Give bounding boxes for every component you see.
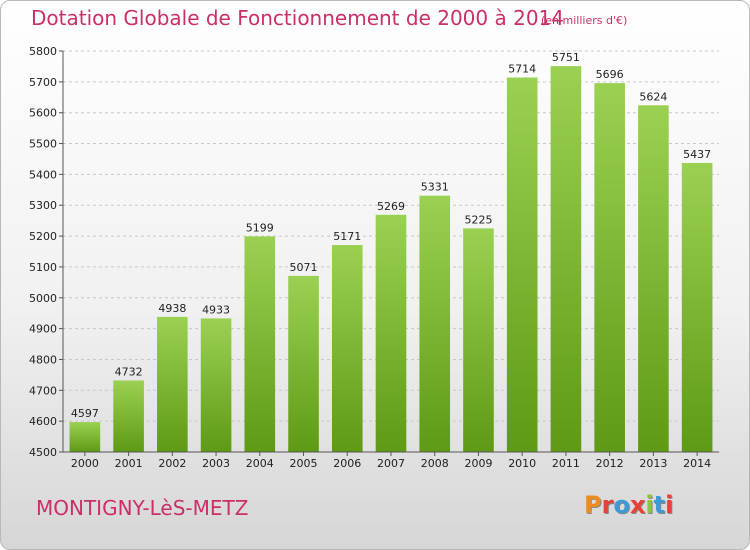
proxiti-logo[interactable]: Proxiti <box>584 491 673 519</box>
bar <box>200 318 232 452</box>
y-tick-label: 5300 <box>29 199 57 212</box>
x-tick-label: 2011 <box>552 457 580 470</box>
y-tick-label: 4900 <box>29 323 57 336</box>
bar <box>331 245 363 452</box>
bar <box>69 422 101 452</box>
x-tick-label: 2001 <box>115 457 143 470</box>
bar-value-label: 5696 <box>596 68 624 81</box>
x-tick-label: 2005 <box>290 457 318 470</box>
y-tick-label: 5100 <box>29 261 57 274</box>
bar-value-label: 5199 <box>246 221 274 234</box>
bar <box>244 236 276 452</box>
x-tick-label: 2014 <box>683 457 711 470</box>
logo-letter: i <box>645 491 654 519</box>
x-tick-label: 2007 <box>377 457 405 470</box>
x-tick-label: 2009 <box>464 457 492 470</box>
y-tick-label: 4500 <box>29 446 57 459</box>
y-tick-label: 4800 <box>29 353 57 366</box>
bar-value-label: 4938 <box>158 302 186 315</box>
logo-letter: P <box>584 491 602 519</box>
bar-value-label: 5071 <box>290 261 318 274</box>
bar <box>157 316 188 452</box>
x-tick-label: 2003 <box>202 457 230 470</box>
y-tick-label: 4600 <box>29 415 57 428</box>
logo-letter: t <box>653 491 666 519</box>
x-tick-label: 2004 <box>246 457 274 470</box>
bar-value-label: 4597 <box>71 407 99 420</box>
bar <box>375 214 407 452</box>
y-tick-label: 5400 <box>29 168 57 181</box>
commune-name: MONTIGNY-LèS-METZ <box>36 496 249 520</box>
bar <box>288 275 319 452</box>
y-tick-label: 5200 <box>29 230 57 243</box>
bar <box>506 77 538 452</box>
y-tick-label: 5800 <box>29 45 57 58</box>
bar <box>638 105 669 452</box>
bar-value-label: 5225 <box>464 213 492 226</box>
x-tick-label: 2010 <box>508 457 536 470</box>
bar-value-label: 5269 <box>377 200 405 213</box>
x-tick-label: 2013 <box>639 457 667 470</box>
bar <box>550 66 582 452</box>
y-tick-label: 4700 <box>29 384 57 397</box>
logo-letter: i <box>665 491 674 519</box>
y-tick-label: 5700 <box>29 76 57 89</box>
bar <box>681 162 713 452</box>
logo-letter: o <box>613 491 630 519</box>
logo-letter: x <box>629 491 646 519</box>
x-tick-label: 2000 <box>71 457 99 470</box>
bar-value-label: 4732 <box>115 365 143 378</box>
x-tick-label: 2002 <box>158 457 186 470</box>
bar <box>594 83 625 452</box>
bar-value-label: 5171 <box>333 230 361 243</box>
x-tick-label: 2006 <box>333 457 361 470</box>
x-tick-label: 2008 <box>421 457 449 470</box>
y-tick-label: 5000 <box>29 292 57 305</box>
chart-title: Dotation Globale de Fonctionnement de 20… <box>31 6 564 30</box>
chart-unit: (en milliers d'€) <box>541 14 628 27</box>
bar-value-label: 5331 <box>421 181 449 194</box>
y-tick-label: 5500 <box>29 138 57 151</box>
bar-value-label: 5437 <box>683 148 711 161</box>
y-tick-label: 5600 <box>29 107 57 120</box>
bar <box>463 228 494 452</box>
bar-value-label: 4933 <box>202 303 230 316</box>
x-tick-label: 2012 <box>596 457 624 470</box>
bar-value-label: 5751 <box>552 51 580 64</box>
bar <box>113 380 144 452</box>
bar-value-label: 5714 <box>508 63 536 76</box>
bar-value-label: 5624 <box>639 90 667 103</box>
bar <box>419 195 451 452</box>
logo-letter: r <box>601 491 614 519</box>
